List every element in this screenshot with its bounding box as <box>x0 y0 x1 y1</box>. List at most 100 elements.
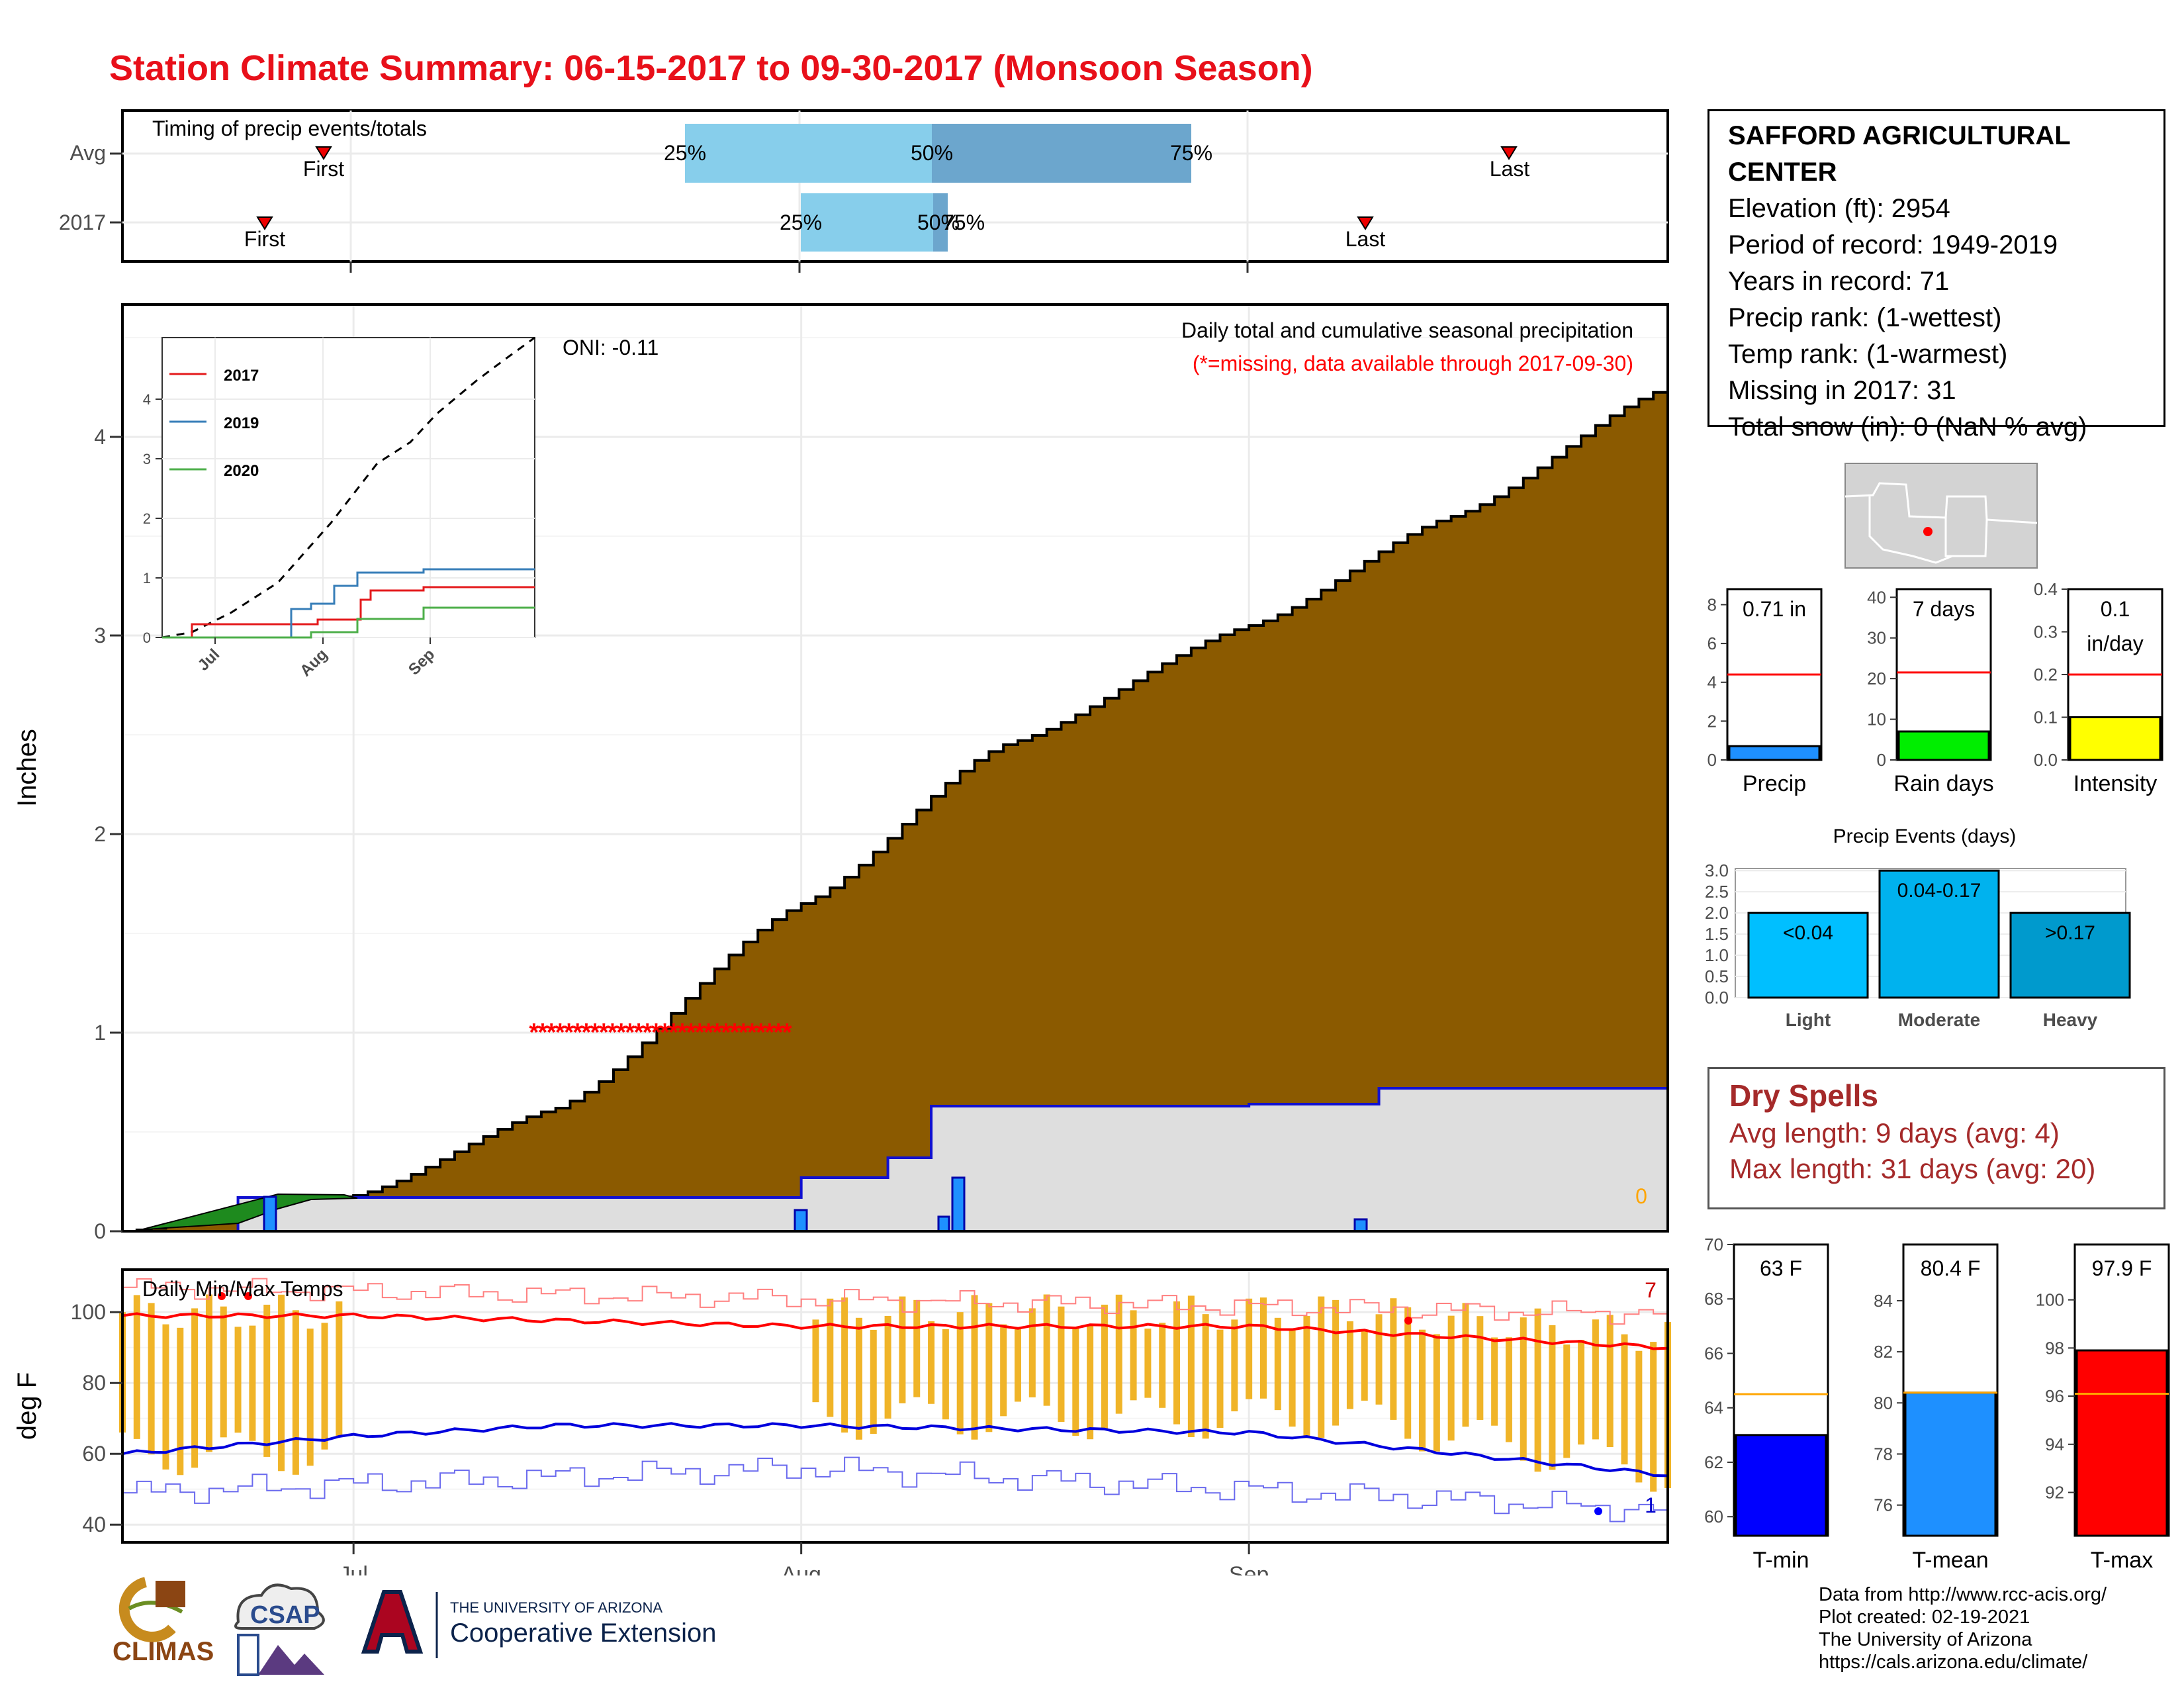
y2017-p75: 75% <box>942 211 985 234</box>
precip-caption-missing: (*=missing, data available through 2017-… <box>1193 352 1633 375</box>
csap-label: CSAP <box>250 1601 320 1629</box>
temp-y-tick: 80 <box>82 1371 106 1395</box>
summary-bar-tick: 2 <box>1707 711 1717 731</box>
temp-range-bar <box>1404 1307 1412 1439</box>
temp-summary-tick: 100 <box>2036 1290 2064 1310</box>
daily-bar <box>951 1176 966 1233</box>
y2017-iqr-low <box>801 193 933 252</box>
avg-iqr-high <box>932 124 1191 183</box>
temp-range-bar <box>1606 1315 1614 1447</box>
events-y-tick: 1.0 <box>1705 945 1729 965</box>
precip-y-tick: 4 <box>94 425 106 449</box>
temp-range-bar <box>1447 1315 1455 1441</box>
event-bar-label: Light <box>1786 1009 1831 1030</box>
temp-summary-label: T-min <box>1753 1548 1809 1573</box>
temp-range-bar <box>1274 1317 1281 1411</box>
temp-range-bar <box>827 1298 834 1417</box>
temp-summary-tick: 66 <box>1704 1343 1723 1363</box>
avg-p25: 25% <box>664 141 706 165</box>
summary-bar-value: 7 days <box>1913 597 1975 621</box>
ua-extension-label: Cooperative Extension <box>450 1618 716 1648</box>
temp-range-bar <box>1549 1325 1556 1470</box>
temp-range-bar <box>1289 1329 1296 1427</box>
events-y-tick: 2.5 <box>1705 882 1729 902</box>
temp-range-bar <box>1477 1316 1484 1420</box>
summary-bar-tick: 0.2 <box>2034 665 2058 684</box>
timing-title: Timing of precip events/totals <box>152 117 427 140</box>
event-bar-label: Moderate <box>1898 1009 1980 1030</box>
temp-range-bar <box>985 1303 993 1432</box>
summary-bar-tick: 30 <box>1867 628 1886 648</box>
station-name: SAFFORD AGRICULTURAL CENTER <box>1728 121 2070 187</box>
x-tick-label: Jul <box>339 1562 367 1575</box>
ua-label: THE UNIVERSITY OF ARIZONA <box>450 1599 662 1616</box>
temp-range-bar <box>1087 1325 1094 1440</box>
temp-summary-value: 80.4 F <box>1921 1256 1981 1280</box>
station-line: Period of record: 1949-2019 <box>1728 230 2058 259</box>
dry-spells-box: Dry Spells Avg length: 9 days (avg: 4) M… <box>1707 1067 2165 1209</box>
inset-y-tick: 1 <box>143 570 151 586</box>
event-bar <box>2009 912 2131 999</box>
inset-legend-2020: 2020 <box>224 462 259 480</box>
temp-range-bar <box>1072 1327 1079 1436</box>
avg-last-label: Last <box>1490 157 1530 181</box>
precip-y-tick: 2 <box>94 822 106 846</box>
summary-bar-value: 0.71 in <box>1743 597 1806 621</box>
precip-ylabel: Inches <box>13 729 42 807</box>
temp-summary-bars: 60 62 64 66 68 70 63 F T-min 76 78 80 82 84 80.4 F T-m… <box>1704 1235 2170 1573</box>
avg-first-marker <box>315 146 332 160</box>
temp-range-bar <box>1130 1310 1137 1401</box>
summary-bars: 0 2 4 6 8 0.71 in Precip 0 10 20 30 40 7 days Rain da… <box>1707 579 2163 796</box>
event-bar-value: 0.04-0.17 <box>1897 880 1981 902</box>
summary-bar-tick: 0.4 <box>2034 579 2058 599</box>
events-y-tick: 2.0 <box>1705 903 1729 923</box>
temp-range-bar <box>1144 1329 1152 1398</box>
temp-range-bar <box>234 1327 242 1433</box>
temp-summary-tick: 80 <box>1874 1393 1893 1413</box>
record-low-count: 1 <box>1645 1493 1657 1517</box>
temp-range-bar <box>1491 1337 1498 1426</box>
temp-range-bar <box>1246 1298 1253 1399</box>
temp-range-bar <box>1621 1334 1628 1465</box>
climas-label: CLIMAS <box>113 1637 214 1666</box>
temp-range-bar <box>855 1317 862 1440</box>
summary-bar-tick: 40 <box>1867 587 1886 607</box>
temp-summary-tick: 64 <box>1704 1398 1723 1418</box>
temp-summary-t-min: 60 62 64 66 68 70 63 F T-min <box>1704 1235 1829 1573</box>
station-line: Missing in 2017: 31 <box>1728 376 1956 405</box>
temp-y-tick: 60 <box>82 1442 106 1466</box>
temp-range-bar <box>1433 1334 1440 1452</box>
temp-range-bar <box>1173 1301 1181 1425</box>
temp-range-bar <box>1346 1321 1353 1409</box>
temp-range-bar <box>971 1295 978 1440</box>
temp-range-bar <box>870 1329 877 1434</box>
daily-bar <box>937 1215 950 1233</box>
summary-bar-tick: 0.3 <box>2034 622 2058 642</box>
y2017-p50: 50% <box>917 211 960 234</box>
station-line: Total snow (in): 0 (NaN % avg) <box>1728 412 2087 442</box>
station-line: Years in record: 71 <box>1728 267 1950 296</box>
oni-label: ONI: -0.11 <box>563 336 659 359</box>
missing-marks: ****************************** <box>529 1019 792 1047</box>
y2017-first-label: First <box>244 227 285 251</box>
event-bar-label: Heavy <box>2043 1009 2098 1030</box>
inset-y-tick: 3 <box>143 451 151 467</box>
temp-summary-tick: 68 <box>1704 1289 1723 1309</box>
temp-range-bar <box>177 1327 184 1476</box>
temp-range-bar <box>1563 1344 1570 1458</box>
temp-range-bar <box>1043 1294 1050 1406</box>
summary-bar-label: Intensity <box>2073 771 2158 796</box>
temp-summary-tick: 76 <box>1874 1495 1893 1515</box>
events-y-tick: 3.0 <box>1705 861 1729 880</box>
temp-summary-value: 63 F <box>1760 1256 1802 1280</box>
avg-p75: 75% <box>1170 141 1212 165</box>
temp-summary-tick: 92 <box>2045 1483 2064 1503</box>
temp-summary-fill <box>1904 1391 1997 1537</box>
temp-range-bar <box>1115 1294 1122 1414</box>
credits: Data from http://www.rcc-acis.org/ Plot … <box>1819 1583 2107 1673</box>
summary-bar-fill <box>2069 716 2161 761</box>
temp-range-bar <box>1202 1314 1209 1439</box>
temp-range-bar <box>913 1299 921 1397</box>
temp-range-bar <box>928 1321 935 1404</box>
temp-range-bar <box>1028 1308 1036 1397</box>
